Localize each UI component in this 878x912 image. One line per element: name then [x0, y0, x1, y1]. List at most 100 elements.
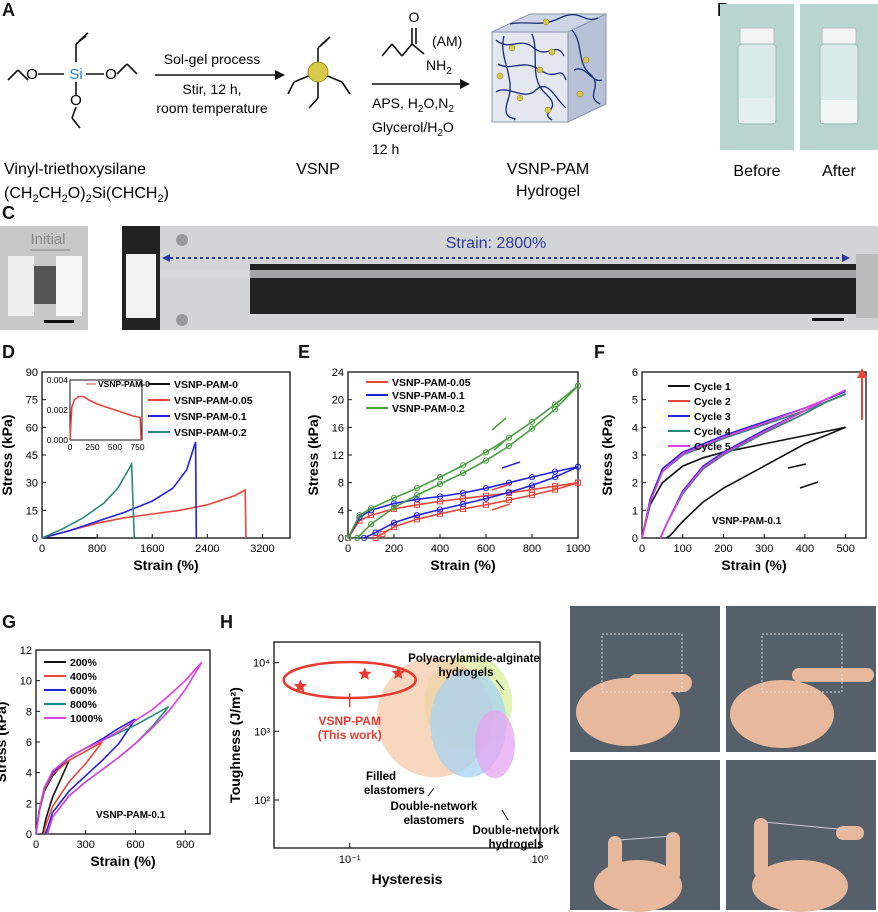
- chart-e-marker: [482, 485, 490, 492]
- chart-e-ytick-label: 0: [338, 533, 344, 545]
- chart-d-legend-entry: VSNP-PAM-0.05: [174, 395, 253, 407]
- chart-d-inset-ytick: 0.000: [47, 435, 69, 445]
- chart-f-ytick-label: 0: [632, 533, 638, 545]
- chart-g-ylabel: Stress (kPa): [0, 702, 9, 783]
- chart-f-increase-arrowhead: [857, 368, 867, 378]
- chart-h-ylabel: Toughness (J/m²): [227, 687, 243, 803]
- panel-letter-e: E: [298, 342, 311, 362]
- chart-e-marker: [529, 486, 535, 493]
- chart-e-marker: [413, 496, 421, 503]
- chart-d-inset-xtick: 750: [130, 442, 144, 452]
- chart-e-ytick-label: 8: [338, 478, 344, 490]
- panel-a-scheme: O O O Si Sol-gel process Stir, 12 h, roo…: [4, 9, 607, 205]
- chart-d-legend-entry: VSNP-PAM-0: [174, 379, 238, 391]
- chart-e-marker: [459, 469, 467, 477]
- chart-d-xtick-label: 2400: [195, 543, 219, 555]
- chart-e-marker: [505, 479, 513, 486]
- chart-h-dne-arrow: [427, 787, 435, 797]
- chart-e-marker: [436, 480, 444, 488]
- step2-aps: APS, H2O,N2: [372, 95, 454, 115]
- chart-e-unload-line: [375, 481, 579, 539]
- chart-e-legend-entry: VSNP-PAM-0.1: [392, 390, 465, 402]
- chart-e-xtick-label: 800: [523, 543, 541, 555]
- chart-e-marker: [574, 382, 582, 389]
- chart-h-star-point: [293, 679, 307, 693]
- chart-e-ytick-label: 12: [332, 450, 344, 462]
- chart-g-xtick-label: 300: [77, 839, 95, 851]
- step2-glycerol: Glycerol/H2O: [372, 119, 454, 139]
- chart-g-ytick-label: 8: [26, 706, 32, 718]
- strain-label: Strain: 2800%: [446, 235, 547, 252]
- vsnp-particle: [307, 61, 329, 83]
- chart-g-load-line: [35, 661, 203, 835]
- chart-d-ytick-label: 15: [26, 505, 38, 517]
- chart-d-ytick-label: 60: [26, 422, 38, 434]
- chart-e-marker: [528, 425, 536, 432]
- am-label: (AM): [432, 33, 462, 49]
- chart-h-filled-label-2: elastomers: [364, 785, 425, 797]
- chart-e-green-load-arrow: [491, 417, 507, 431]
- before-label: Before: [733, 163, 780, 180]
- chart-g-xtick-label: 600: [126, 839, 144, 851]
- chart-g-legend-entry: 1000%: [70, 713, 103, 725]
- step1-line1: Sol-gel process: [164, 51, 261, 67]
- chart-d-ylabel: Stress (kPa): [0, 415, 15, 496]
- chart-e: 0 200 400 600 800 1000 0 4 8 12 16 20 24 Strain (%) St…: [305, 367, 590, 573]
- chart-e-marker: [482, 449, 490, 456]
- am-nh2: NH2: [426, 57, 452, 77]
- chart-e-marker: [413, 485, 421, 492]
- chart-h-dnh-label-1: Double-network: [473, 825, 560, 837]
- chart-e-marker: [528, 418, 536, 425]
- chart-h-ytick-label: 10³: [254, 726, 270, 738]
- chart-h-frame: [273, 641, 541, 849]
- chart-d-legend-entry: VSNP-PAM-0.2: [174, 427, 247, 439]
- chart-d-inset-xtick: 0: [68, 442, 73, 452]
- chart-h: 10⁻¹ 10⁰ 10² 10³ 10⁴ Hysteresis Toughness (J/m…: [227, 641, 560, 887]
- chart-d-ytick-label: 90: [26, 367, 38, 379]
- chart-e-marker: [390, 504, 398, 511]
- vsnp-label: VSNP: [296, 161, 340, 178]
- chart-e-red-unload-arrow: [491, 503, 511, 511]
- hydrogel-cube: [491, 13, 607, 123]
- step2-time: 12 h: [372, 141, 399, 157]
- chart-e-green-unload-arrow: [493, 437, 509, 451]
- step1-line2: Stir, 12 h,: [182, 81, 241, 97]
- chart-e-xtick-label: 200: [385, 543, 403, 555]
- chart-e-marker: [459, 489, 467, 497]
- chart-e-marker: [344, 534, 352, 542]
- chart-d-inset-frame: [69, 379, 143, 441]
- chart-g-legend-entry: 800%: [70, 699, 98, 711]
- chart-g-unload-line: [46, 661, 203, 835]
- chart-d-ytick-label: 30: [26, 478, 38, 490]
- am-oxygen: O: [409, 9, 420, 25]
- chart-e-marker: [356, 512, 363, 519]
- chart-f-ytick-label: 3: [632, 450, 638, 462]
- after-vial: [819, 27, 859, 125]
- chart-e-marker: [437, 510, 443, 517]
- chart-d: 0 800 1600 2400 3200 0 15 30 45 60 75 90 Strain (%) S…: [0, 367, 291, 573]
- chart-f-ytick-label: 1: [632, 505, 638, 517]
- chart-g-ytick-label: 6: [26, 737, 32, 749]
- chart-e-marker: [390, 494, 398, 501]
- chart-g: 0 300 600 900 0 2 4 6 8 10 12 Strain (%) Stress (kPa…: [0, 645, 211, 869]
- panel-letter-c: C: [2, 203, 15, 223]
- chart-e-unload-line: [363, 466, 579, 539]
- chart-e-marker: [459, 501, 467, 508]
- chart-e-marker: [436, 506, 444, 513]
- chart-d-inset-xtick: 500: [108, 442, 122, 452]
- chart-f-legend-entry: Cycle 3: [694, 411, 731, 423]
- chart-e-marker: [391, 523, 397, 530]
- chart-h-dnh-arrow: [501, 809, 509, 821]
- chart-g-xtick-label: 900: [176, 839, 194, 851]
- chart-d-inset-line: [69, 395, 142, 441]
- chart-e-marker: [505, 442, 513, 450]
- chart-e-marker: [505, 434, 513, 441]
- chart-f-xlabel: Strain (%): [721, 557, 786, 573]
- chart-h-dnh-label-2: hydrogels: [489, 839, 544, 851]
- chart-e-load-line: [347, 481, 579, 539]
- chart-h-pam-alg-arrow: [495, 679, 505, 691]
- panel-c-photos: Initial Strain: 2800%: [0, 226, 878, 330]
- chart-f-xtick-label: 100: [674, 543, 692, 555]
- chart-g-frame: [35, 649, 211, 835]
- chart-h-star-point: [391, 666, 405, 679]
